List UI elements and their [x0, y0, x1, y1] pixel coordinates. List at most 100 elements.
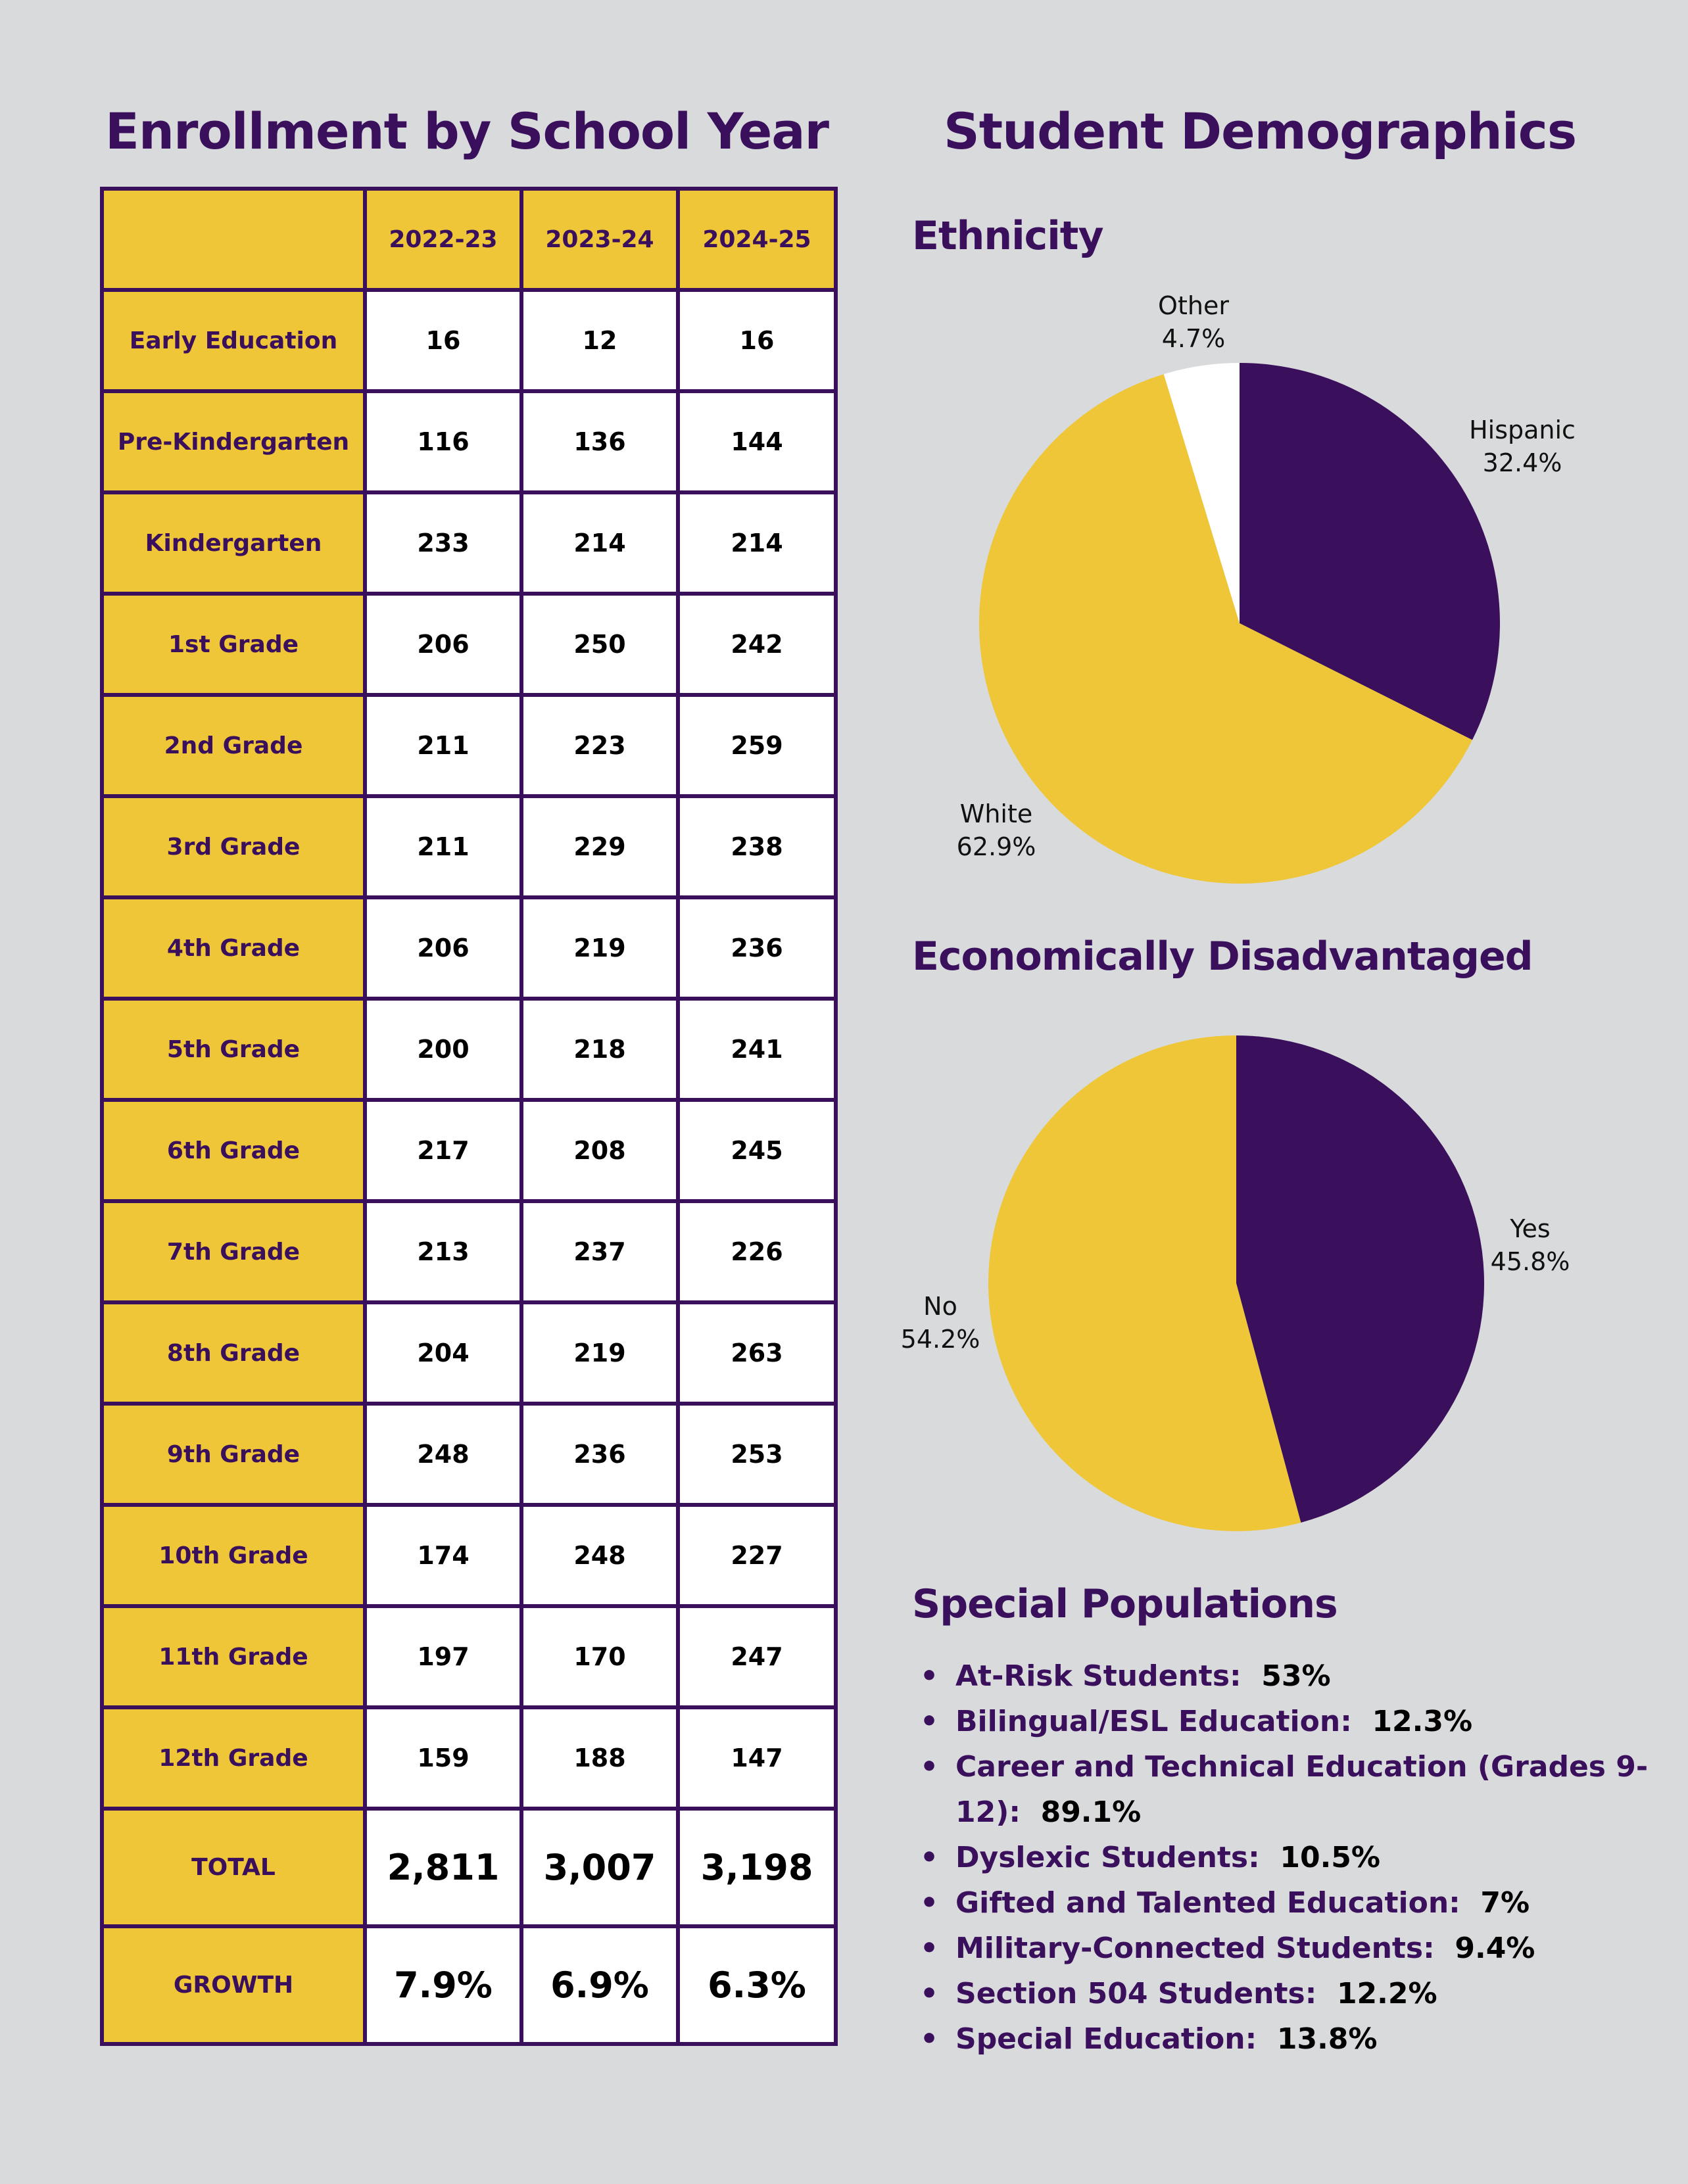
enrollment-cell: 226 [676, 1199, 838, 1304]
enrollment-title: Enrollment by School Year [105, 102, 829, 160]
row-label: TOTAL [100, 1807, 367, 1928]
row-label: 8th Grade [100, 1300, 367, 1406]
enrollment-cell: 3,198 [676, 1807, 838, 1928]
enrollment-cell: 247 [676, 1604, 838, 1709]
table-row: 2nd Grade 211 223 259 [100, 693, 838, 798]
enrollment-cell: 136 [519, 389, 680, 494]
economically-disadvantaged-title: Economically Disadvantaged [912, 934, 1533, 980]
population-value: 9.4% [1455, 1932, 1535, 1965]
enrollment-cell: 263 [676, 1300, 838, 1406]
enrollment-cell: 236 [519, 1402, 680, 1507]
population-name: Special Education: [955, 2022, 1257, 2056]
row-label: 10th Grade [100, 1503, 367, 1608]
enrollment-cell: 206 [363, 592, 523, 697]
pie-label-name: Yes [1509, 1214, 1550, 1243]
pie-label-value: 45.8% [1491, 1247, 1570, 1276]
population-name: Section 504 Students: [955, 1977, 1317, 2010]
enrollment-cell: 174 [363, 1503, 523, 1608]
enrollment-cell: 214 [519, 490, 680, 596]
enrollment-cell: 238 [676, 794, 838, 899]
row-label: Kindergarten [100, 490, 367, 596]
row-label: GROWTH [100, 1924, 367, 2046]
bullet-icon: • [920, 1977, 939, 2010]
enrollment-cell: 217 [363, 1098, 523, 1203]
row-label: 3rd Grade [100, 794, 367, 899]
bullet-icon: • [920, 1932, 939, 1965]
pie-label-name: White [960, 799, 1033, 828]
special-populations-list: • At-Risk Students: 53% • Bilingual/ESL Edu… [917, 1653, 1654, 2062]
population-value: 12.3% [1372, 1705, 1473, 1738]
row-label: Early Education [100, 288, 367, 393]
list-item: • Career and Technical Education (Grades … [917, 1744, 1654, 1835]
row-label: 4th Grade [100, 895, 367, 1001]
row-label: 1st Grade [100, 592, 367, 697]
enrollment-cell: 233 [363, 490, 523, 596]
table-row: 3rd Grade 211 229 238 [100, 794, 838, 899]
list-item: • At-Risk Students: 53% [917, 1653, 1654, 1699]
enrollment-cell: 159 [363, 1705, 523, 1811]
row-label: 11th Grade [100, 1604, 367, 1709]
enrollment-cell: 214 [676, 490, 838, 596]
population-name: At-Risk Students: [955, 1659, 1242, 1693]
row-label: 7th Grade [100, 1199, 367, 1304]
year-header: 2023-24 [519, 187, 680, 292]
bullet-icon: • [920, 1841, 939, 1874]
pie-slice-hispanic [1240, 363, 1500, 740]
population-name: Career and Technical Education (Grades 9… [955, 1750, 1649, 1829]
demographics-title: Student Demographics [944, 102, 1577, 160]
enrollment-cell: 16 [363, 288, 523, 393]
enrollment-cell: 248 [519, 1503, 680, 1608]
pie-slice-no [988, 1035, 1301, 1531]
year-header: 2022-23 [363, 187, 523, 292]
list-item: • Military-Connected Students: 9.4% [917, 1926, 1654, 1971]
pie-label-value: 4.7% [1162, 324, 1226, 353]
table-header-row: 2022-23 2023-24 2024-25 [100, 187, 838, 292]
pie-slice-yes [1236, 1035, 1485, 1523]
enrollment-cell: 250 [519, 592, 680, 697]
bullet-icon: • [920, 2022, 939, 2056]
enrollment-cell: 6.9% [519, 1924, 680, 2046]
row-label: 6th Grade [100, 1098, 367, 1203]
row-label: 5th Grade [100, 997, 367, 1102]
enrollment-cell: 218 [519, 997, 680, 1102]
population-name: Dyslexic Students: [955, 1841, 1260, 1874]
special-populations-title: Special Populations [912, 1581, 1338, 1627]
enrollment-cell: 144 [676, 389, 838, 494]
enrollment-cell: 6.3% [676, 1924, 838, 2046]
total-row: TOTAL 2,811 3,007 3,198 [100, 1807, 838, 1928]
growth-row: GROWTH 7.9% 6.9% 6.3% [100, 1924, 838, 2046]
table-row: 7th Grade 213 237 226 [100, 1199, 838, 1304]
enrollment-cell: 241 [676, 997, 838, 1102]
population-value: 13.8% [1276, 2022, 1378, 2056]
enrollment-cell: 116 [363, 389, 523, 494]
enrollment-cell: 204 [363, 1300, 523, 1406]
enrollment-cell: 229 [519, 794, 680, 899]
list-item: • Special Education: 13.8% [917, 2016, 1654, 2062]
table-row: 4th Grade 206 219 236 [100, 895, 838, 1001]
enrollment-cell: 7.9% [363, 1924, 523, 2046]
enrollment-cell: 206 [363, 895, 523, 1001]
list-item: • Gifted and Talented Education: 7% [917, 1880, 1654, 1926]
enrollment-cell: 2,811 [363, 1807, 523, 1928]
enrollment-cell: 197 [363, 1604, 523, 1709]
pie-label-value: 62.9% [957, 832, 1036, 861]
table-row: 12th Grade 159 188 147 [100, 1705, 838, 1811]
population-value: 12.2% [1336, 1977, 1437, 2010]
row-label: 2nd Grade [100, 693, 367, 798]
table-row: 9th Grade 248 236 253 [100, 1402, 838, 1507]
enrollment-cell: 3,007 [519, 1807, 680, 1928]
enrollment-cell: 242 [676, 592, 838, 697]
row-label: 9th Grade [100, 1402, 367, 1507]
list-item: • Dyslexic Students: 10.5% [917, 1835, 1654, 1880]
header-corner [100, 187, 367, 292]
pie-label-value: 32.4% [1483, 448, 1562, 477]
enrollment-cell: 245 [676, 1098, 838, 1203]
enrollment-cell: 213 [363, 1199, 523, 1304]
bullet-icon: • [920, 1750, 939, 1784]
population-value: 10.5% [1280, 1841, 1381, 1874]
pie-label-name: Hispanic [1469, 415, 1576, 444]
enrollment-cell: 253 [676, 1402, 838, 1507]
pie-label-value: 54.2% [901, 1325, 980, 1354]
